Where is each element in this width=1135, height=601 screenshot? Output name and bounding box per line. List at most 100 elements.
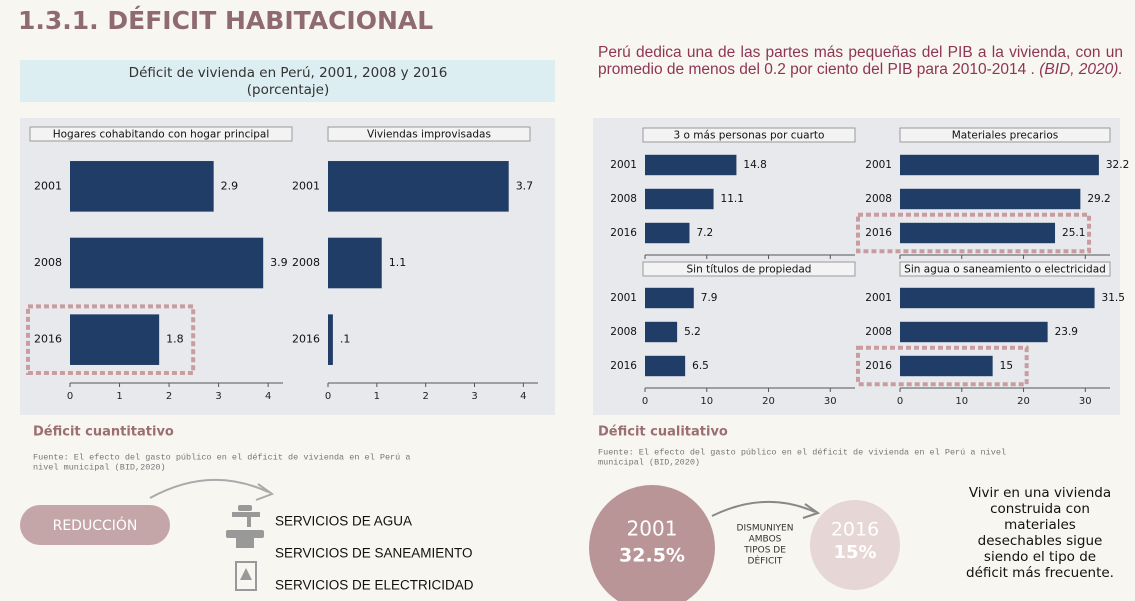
x-tick-label: 10 — [700, 396, 713, 407]
pill — [20, 505, 170, 545]
note-line: desechables sigue — [978, 533, 1103, 549]
y-tick-label: 2008 — [610, 326, 637, 338]
arrow-head — [255, 483, 275, 501]
y-tick-label: 2008 — [865, 193, 892, 205]
arrow-text: TIPOS DE — [743, 546, 786, 556]
x-tick-label: 20 — [762, 396, 775, 407]
value-label: 15 — [1000, 360, 1013, 372]
highlight — [856, 345, 1029, 387]
highlight — [26, 304, 196, 375]
bar — [900, 321, 1048, 343]
arrow — [711, 500, 816, 517]
y-tick-label: 2016 — [610, 360, 637, 372]
bar — [70, 237, 264, 289]
bar — [645, 222, 690, 244]
value-label: 1.1 — [389, 256, 407, 269]
value-label: 5.2 — [684, 326, 701, 338]
facet-header — [29, 126, 293, 142]
value-label: 7.9 — [701, 292, 718, 304]
facet-title: Materiales precarios — [952, 130, 1058, 142]
chart-subtitle: (porcentaje) — [247, 82, 330, 98]
bar — [70, 161, 214, 212]
x-tick-label: 20 — [1017, 396, 1030, 407]
x-tick-label: 30 — [824, 396, 837, 407]
value-label: 11.1 — [721, 193, 744, 205]
value-label: 32.2 — [1106, 159, 1129, 171]
circle-year: 2016 — [831, 519, 879, 541]
x-tick-label: 0 — [897, 396, 903, 407]
facet-header — [642, 261, 856, 277]
y-tick-label: 2016 — [292, 333, 320, 346]
y-tick-label: 2008 — [292, 256, 320, 269]
arrow-text: DISMUNIYEN — [737, 524, 794, 534]
y-tick-label: 2008 — [34, 256, 62, 269]
section-title: Déficit cualitativo — [598, 425, 728, 440]
subtitle-box — [20, 60, 555, 102]
bar — [645, 154, 737, 176]
y-tick-label: 2016 — [34, 333, 62, 346]
page-title: 1.3.1. DÉFICIT HABITACIONAL — [18, 6, 433, 35]
y-tick-label: 2001 — [610, 292, 637, 304]
circle-2001 — [589, 485, 715, 601]
facet-title: Viviendas improvisadas — [367, 129, 491, 141]
x-tick-label: 1 — [116, 391, 122, 402]
circle-2016 — [810, 500, 900, 590]
note-line: déficit más frecuente. — [966, 565, 1114, 581]
bar — [645, 188, 714, 210]
bar — [70, 314, 160, 365]
facet-header — [899, 261, 1111, 277]
value-label: 31.5 — [1102, 292, 1125, 304]
y-tick-label: 2008 — [610, 193, 637, 205]
highlight — [856, 212, 1092, 254]
circle-value: 15% — [833, 542, 876, 563]
circle-value: 32.5% — [619, 545, 685, 567]
y-tick-label: 2001 — [34, 179, 62, 192]
circle-year: 2001 — [627, 517, 678, 541]
x-tick-label: 4 — [265, 391, 271, 402]
value-label: 23.9 — [1055, 326, 1078, 338]
intro-body: Perú dedica una de las partes más pequeñ… — [598, 44, 1123, 78]
service: SERVICIOS DE ELECTRICIDAD — [275, 578, 474, 593]
service: SERVICIOS DE AGUA — [275, 514, 412, 529]
y-tick-label: 2016 — [865, 360, 892, 372]
pill-label: REDUCCIÓN — [53, 516, 138, 534]
arrow-head — [802, 503, 821, 519]
facet-title: Sin títulos de propiedad — [687, 264, 812, 276]
intro-text: Perú dedica una de las partes más pequeñ… — [598, 44, 1123, 78]
x-tick-label: 3 — [215, 391, 221, 402]
y-tick-label: 2001 — [865, 159, 892, 171]
bar — [645, 321, 678, 343]
intro-citation: (BID, 2020). — [1039, 61, 1123, 78]
x-tick-label: 1 — [374, 391, 380, 402]
source: nivel municipal (BID,2020) — [33, 462, 166, 472]
y-tick-label: 2016 — [610, 227, 637, 239]
value-label: 6.5 — [692, 360, 709, 372]
x-tick-label: 0 — [67, 391, 73, 402]
x-tick-label: 0 — [642, 396, 648, 407]
value-label: 25.1 — [1062, 227, 1085, 239]
value-label: .1 — [340, 333, 351, 346]
bar — [645, 287, 694, 309]
bar — [900, 222, 1056, 244]
arrow-text: DÉFICIT — [748, 555, 783, 567]
x-tick-label: 0 — [325, 391, 331, 402]
x-tick-label: 2 — [166, 391, 172, 402]
bar — [900, 287, 1095, 309]
arrow-text: AMBOS — [749, 535, 782, 545]
bar — [645, 355, 686, 377]
arrow — [149, 478, 269, 499]
y-tick-label: 2001 — [610, 159, 637, 171]
source: municipal (BID,2020) — [598, 457, 700, 467]
x-tick-label: 30 — [1079, 396, 1092, 407]
icons — [226, 505, 264, 591]
facet-header — [642, 127, 856, 143]
bar — [900, 188, 1081, 210]
x-tick-label: 10 — [955, 396, 968, 407]
facet-title: 3 o más personas por cuarto — [674, 130, 825, 142]
y-tick-label: 2016 — [865, 227, 892, 239]
value-label: 29.2 — [1087, 193, 1110, 205]
note-line: construida con — [990, 501, 1090, 517]
facet-title: Sin agua o saneamiento o electricidad — [904, 264, 1106, 276]
